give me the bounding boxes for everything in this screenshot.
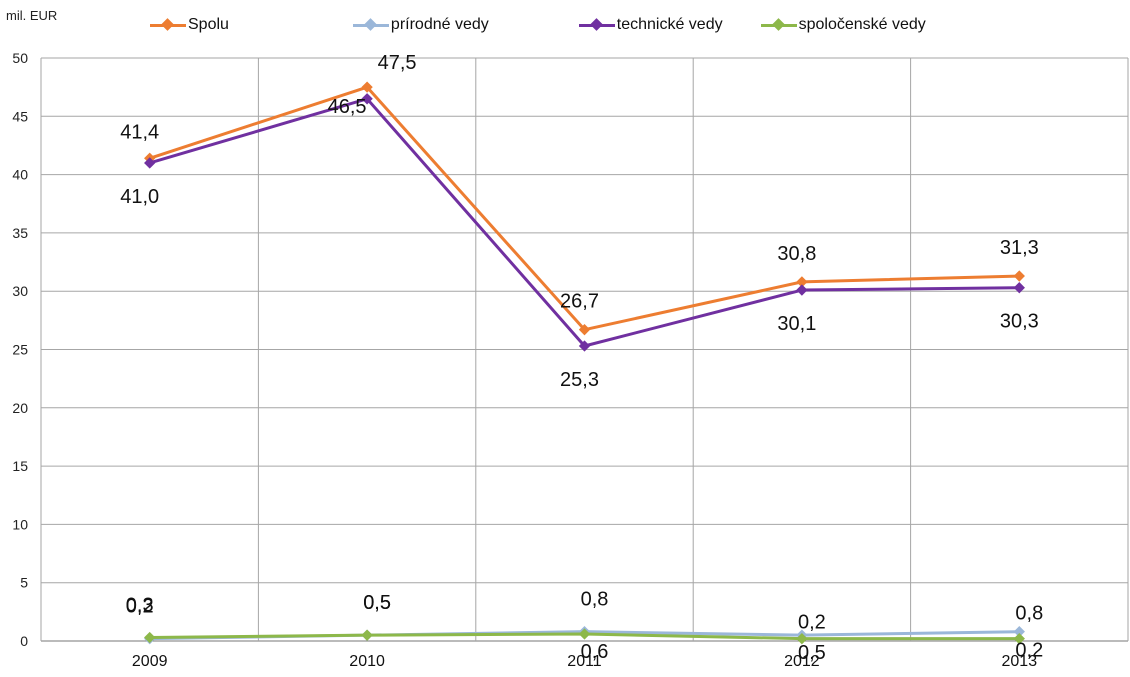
series-point-0 [796, 276, 808, 288]
x-tick-label: 2009 [132, 653, 168, 670]
data-label-layer: 41,4 47,5 26,7 30,8 31,3 0,2 0,5 0,8 0,5 0,8 41,0 4… [120, 52, 1043, 664]
legend-swatch-spolu [150, 17, 186, 31]
series-point-3 [796, 633, 808, 645]
data-label: 41,0 [120, 186, 159, 208]
data-label: 0,8 [581, 589, 609, 611]
series-point-2 [1013, 282, 1025, 294]
grid-layer [40, 57, 1129, 642]
legend-label-spolocenske-vedy: spoločenské vedy [798, 16, 926, 33]
series-point-0 [1013, 270, 1025, 282]
y-tick-label: 35 [12, 225, 28, 241]
x-tick-label: 2012 [784, 653, 820, 670]
series-point-3 [144, 631, 156, 644]
series-point-3 [361, 629, 373, 641]
series-point-0 [578, 324, 591, 336]
data-label: 0,2 [798, 612, 826, 634]
y-tick-label: 15 [12, 458, 28, 474]
legend-item-spolu: Spolu [150, 16, 229, 34]
data-label: 0,3 [126, 595, 154, 617]
legend-swatch-technicke-vedy [578, 17, 615, 31]
y-tick-label: 10 [12, 516, 28, 532]
x-tick-label: 2011 [567, 653, 602, 670]
data-label: 0,5 [798, 642, 826, 664]
data-label: 31,3 [1000, 237, 1039, 259]
legend-item-prirodne-vedy: prírodné vedy [352, 16, 489, 34]
y-tick-label: 50 [12, 50, 28, 66]
legend-label-technicke-vedy: technické vedy [616, 16, 723, 33]
y-unit-label: mil. EUR [6, 8, 58, 23]
series-point-2 [144, 157, 156, 169]
data-label: 47,5 [378, 52, 417, 74]
y-tick-label: 0 [20, 633, 28, 649]
data-label: 0,2 [126, 596, 154, 618]
data-label: 25,3 [560, 369, 599, 391]
legend-item-technicke-vedy: technické vedy [578, 16, 723, 34]
chart-legend: Spolu prírodné vedy technické vedy spolo… [150, 16, 960, 34]
data-label: 0,5 [363, 592, 391, 614]
data-label: 0,2 [1015, 640, 1043, 662]
data-label: 30,1 [777, 313, 816, 335]
legend-label-spolu: Spolu [188, 16, 229, 33]
series-point-1 [1013, 626, 1025, 638]
series-layer [144, 81, 1025, 645]
legend-label-prirodne-vedy: prírodné vedy [390, 16, 489, 33]
y-tick-label: 45 [12, 108, 28, 124]
data-label: 41,4 [120, 121, 159, 143]
axis-layer: 0 5 10 15 20 25 30 35 40 45 50 2009 2010 2011 2012 2013 [12, 50, 1037, 670]
series-point-2 [796, 284, 808, 296]
y-tick-label: 30 [12, 283, 28, 299]
legend-swatch-spolocenske-vedy [760, 17, 797, 31]
data-label: 0,8 [1015, 603, 1043, 625]
data-label: 26,7 [560, 291, 599, 313]
series-point-2 [578, 340, 591, 352]
series-point-3 [578, 628, 591, 640]
legend-swatch-prirodne-vedy [352, 17, 389, 31]
x-tick-label: 2010 [349, 653, 385, 670]
y-tick-label: 5 [20, 575, 28, 591]
legend-item-spolocenske-vedy: spoločenské vedy [760, 16, 926, 34]
y-tick-label: 25 [12, 342, 28, 358]
y-tick-label: 40 [12, 167, 28, 183]
data-label: 30,8 [777, 243, 816, 265]
x-tick-label: 2013 [1002, 653, 1038, 670]
series-point-3 [1013, 633, 1025, 645]
data-label: 30,3 [1000, 311, 1039, 333]
data-label: 0,6 [581, 641, 609, 663]
y-tick-label: 20 [12, 400, 28, 416]
data-label: 0,5 [363, 592, 391, 614]
data-label: 46,5 [328, 96, 367, 118]
